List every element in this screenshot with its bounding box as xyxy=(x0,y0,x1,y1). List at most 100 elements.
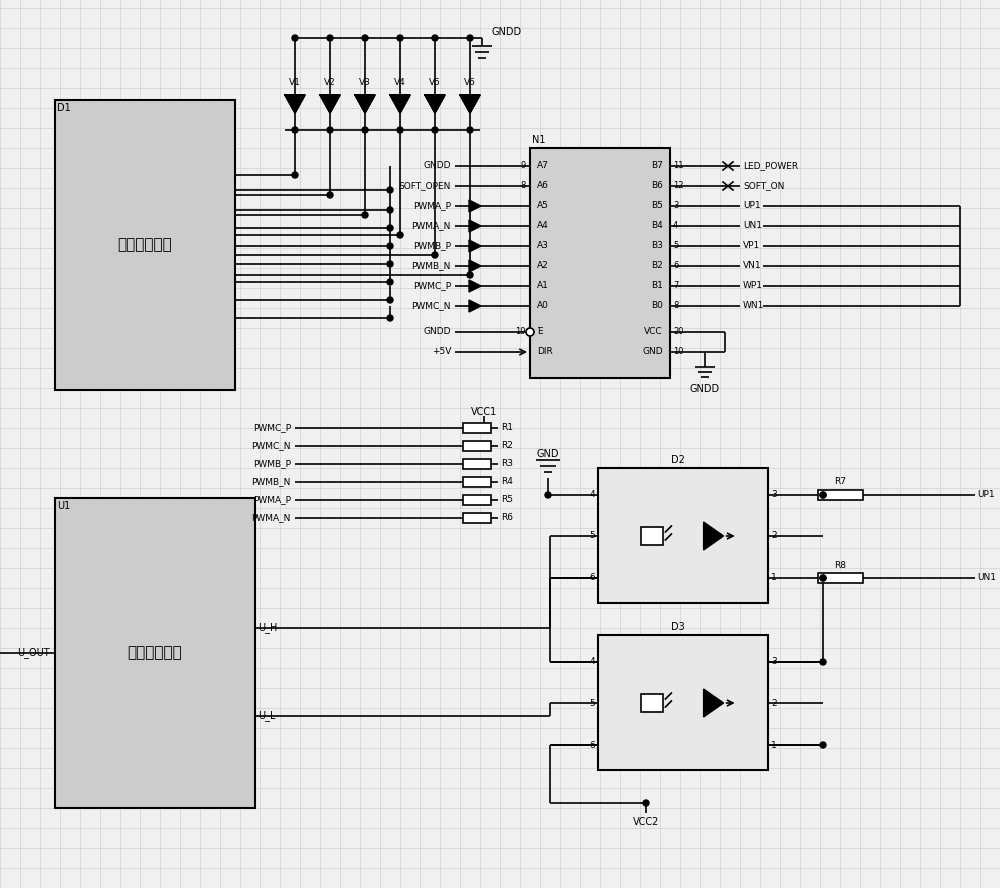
Text: PWMA_P: PWMA_P xyxy=(413,202,451,210)
Bar xyxy=(55,498,255,808)
Text: GND: GND xyxy=(642,347,663,356)
Text: PWMC_N: PWMC_N xyxy=(252,441,291,450)
Circle shape xyxy=(387,279,393,285)
Polygon shape xyxy=(320,95,340,113)
Text: B2: B2 xyxy=(651,261,663,271)
Circle shape xyxy=(387,225,393,231)
Polygon shape xyxy=(469,220,481,232)
Text: B6: B6 xyxy=(651,181,663,191)
Text: VCC1: VCC1 xyxy=(471,407,497,417)
Text: B7: B7 xyxy=(651,162,663,170)
Text: 3: 3 xyxy=(771,657,777,667)
Circle shape xyxy=(387,187,393,193)
Text: D1: D1 xyxy=(57,103,71,113)
Text: V4: V4 xyxy=(394,78,406,88)
Text: UN1: UN1 xyxy=(977,574,996,583)
Circle shape xyxy=(397,35,403,41)
Text: 19: 19 xyxy=(516,328,526,337)
Text: 6: 6 xyxy=(589,574,595,583)
Polygon shape xyxy=(460,95,480,113)
Bar xyxy=(530,148,670,378)
Text: UP1: UP1 xyxy=(977,490,995,499)
Text: VCC2: VCC2 xyxy=(633,817,659,827)
Text: 5: 5 xyxy=(589,699,595,708)
Polygon shape xyxy=(704,689,724,717)
Text: R4: R4 xyxy=(501,478,513,487)
Text: 20: 20 xyxy=(673,328,684,337)
Text: 1: 1 xyxy=(771,741,777,749)
Circle shape xyxy=(387,207,393,213)
Bar xyxy=(463,477,491,487)
Circle shape xyxy=(432,35,438,41)
Text: PWMB_N: PWMB_N xyxy=(252,478,291,487)
Text: 4: 4 xyxy=(589,490,595,499)
Text: 8: 8 xyxy=(521,181,526,191)
Text: 2: 2 xyxy=(771,532,777,541)
Text: A3: A3 xyxy=(537,242,549,250)
Text: PWMB_P: PWMB_P xyxy=(413,242,451,250)
Text: 9: 9 xyxy=(521,162,526,170)
Text: R6: R6 xyxy=(501,513,513,522)
Text: 10: 10 xyxy=(673,347,684,356)
Text: R1: R1 xyxy=(501,424,513,432)
Text: 12: 12 xyxy=(673,181,684,191)
Text: PWMC_P: PWMC_P xyxy=(253,424,291,432)
Circle shape xyxy=(820,492,826,498)
Text: A2: A2 xyxy=(537,261,549,271)
Text: R7: R7 xyxy=(834,478,846,487)
Text: B0: B0 xyxy=(651,302,663,311)
Polygon shape xyxy=(285,95,305,113)
Text: SOFT_ON: SOFT_ON xyxy=(743,181,784,191)
Text: 5: 5 xyxy=(673,242,678,250)
Text: WP1: WP1 xyxy=(743,281,763,290)
Circle shape xyxy=(362,127,368,133)
Text: WN1: WN1 xyxy=(743,302,764,311)
Text: 5: 5 xyxy=(589,532,595,541)
Text: +5V: +5V xyxy=(432,347,451,356)
Text: B3: B3 xyxy=(651,242,663,250)
Text: 3: 3 xyxy=(771,490,777,499)
Text: GND: GND xyxy=(537,449,559,459)
Text: B4: B4 xyxy=(651,221,663,231)
Text: PWMB_N: PWMB_N xyxy=(412,261,451,271)
Circle shape xyxy=(327,127,333,133)
Text: V5: V5 xyxy=(429,78,441,88)
Circle shape xyxy=(292,172,298,178)
Circle shape xyxy=(292,35,298,41)
Bar xyxy=(463,513,491,523)
Text: 7: 7 xyxy=(673,281,678,290)
Circle shape xyxy=(387,243,393,249)
Text: 集成控制芯片: 集成控制芯片 xyxy=(118,237,172,252)
Text: PWMA_N: PWMA_N xyxy=(412,221,451,231)
Text: B5: B5 xyxy=(651,202,663,210)
Circle shape xyxy=(820,742,826,748)
Text: B1: B1 xyxy=(651,281,663,290)
Polygon shape xyxy=(469,240,481,252)
Circle shape xyxy=(820,575,826,581)
Text: GNDD: GNDD xyxy=(492,27,522,37)
Bar xyxy=(598,468,768,603)
Text: PWMA_N: PWMA_N xyxy=(252,513,291,522)
Polygon shape xyxy=(704,522,724,550)
Text: U1: U1 xyxy=(57,501,70,511)
Circle shape xyxy=(467,35,473,41)
Text: D3: D3 xyxy=(671,622,685,632)
Text: 11: 11 xyxy=(673,162,684,170)
Circle shape xyxy=(362,35,368,41)
Text: GNDD: GNDD xyxy=(690,384,720,394)
Text: V3: V3 xyxy=(359,78,371,88)
Polygon shape xyxy=(469,260,481,272)
Polygon shape xyxy=(390,95,410,113)
Circle shape xyxy=(820,575,826,581)
Text: A1: A1 xyxy=(537,281,549,290)
Circle shape xyxy=(362,212,368,218)
Text: A4: A4 xyxy=(537,221,549,231)
Circle shape xyxy=(387,261,393,267)
Circle shape xyxy=(397,127,403,133)
Circle shape xyxy=(820,492,826,498)
Text: R8: R8 xyxy=(834,560,846,569)
Polygon shape xyxy=(469,200,481,212)
Polygon shape xyxy=(469,300,481,312)
Text: 3: 3 xyxy=(673,202,678,210)
Bar xyxy=(463,495,491,505)
